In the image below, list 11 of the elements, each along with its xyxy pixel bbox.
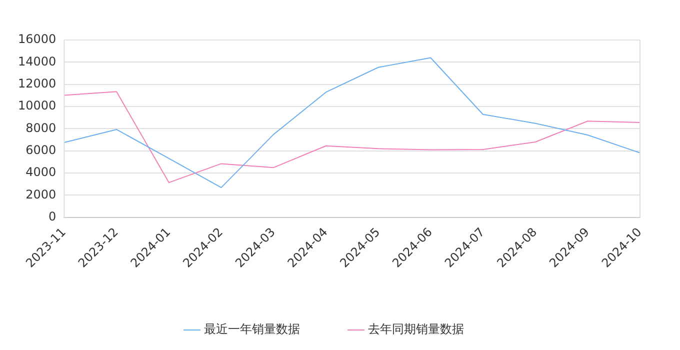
- y-tick-label: 0: [48, 209, 56, 224]
- legend-label: 去年同期销量数据: [368, 322, 464, 336]
- y-tick-label: 10000: [18, 98, 56, 113]
- y-tick-label: 16000: [18, 32, 56, 46]
- y-tick-label: 12000: [18, 76, 56, 90]
- y-tick-label: 2000: [26, 187, 56, 202]
- y-tick-label: 8000: [26, 120, 56, 135]
- y-tick-label: 14000: [18, 54, 56, 68]
- y-tick-label: 6000: [26, 142, 56, 157]
- y-tick-label: 4000: [26, 165, 56, 180]
- legend-label: 最近一年销量数据: [204, 322, 300, 336]
